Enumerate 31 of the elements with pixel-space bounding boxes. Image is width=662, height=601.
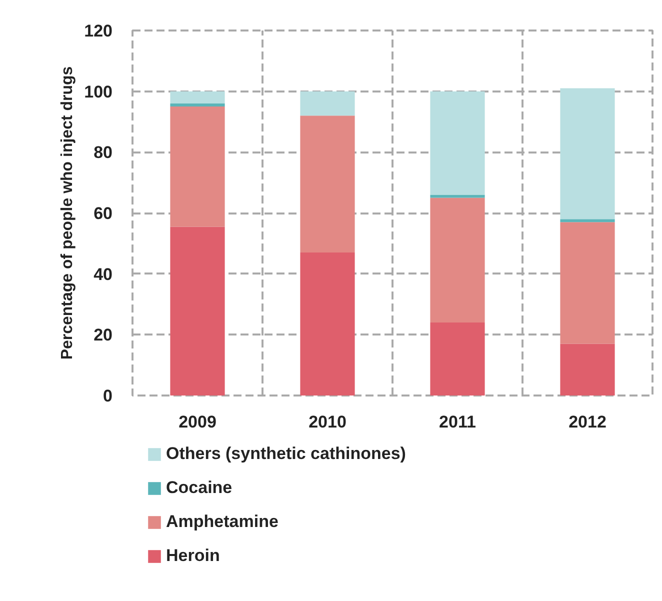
y-axis-title: Percentage of people who inject drugs bbox=[59, 66, 76, 360]
x-tick-label: 2012 bbox=[568, 412, 606, 432]
bar bbox=[300, 91, 355, 116]
bar bbox=[430, 91, 485, 195]
y-tick-label: 0 bbox=[103, 386, 113, 406]
bar bbox=[300, 252, 355, 396]
bar bbox=[430, 322, 485, 396]
bar bbox=[560, 88, 615, 220]
bar bbox=[170, 226, 225, 396]
bar bbox=[430, 198, 485, 322]
y-tick-label: 40 bbox=[94, 264, 113, 284]
bar bbox=[560, 222, 615, 344]
x-tick-label: 2009 bbox=[178, 412, 216, 432]
bar bbox=[560, 344, 615, 396]
y-tick-label: 120 bbox=[84, 22, 113, 40]
legend-label: Cocaine bbox=[166, 478, 232, 498]
bar bbox=[560, 219, 615, 222]
bar bbox=[170, 106, 225, 227]
legend-label: Amphetamine bbox=[166, 512, 278, 532]
x-tick-label: 2010 bbox=[308, 412, 346, 432]
y-tick-label: 60 bbox=[94, 204, 113, 223]
bar bbox=[170, 91, 225, 104]
bar bbox=[170, 104, 225, 107]
bar bbox=[300, 116, 355, 253]
x-tick-label: 2011 bbox=[439, 412, 476, 432]
legend-label: Others (synthetic cathinones) bbox=[166, 444, 406, 464]
legend-label: Heroin bbox=[166, 546, 220, 566]
y-tick-label: 100 bbox=[84, 82, 113, 102]
bar bbox=[430, 194, 485, 198]
y-tick-label: 80 bbox=[94, 143, 113, 162]
y-tick-label: 20 bbox=[94, 326, 113, 345]
